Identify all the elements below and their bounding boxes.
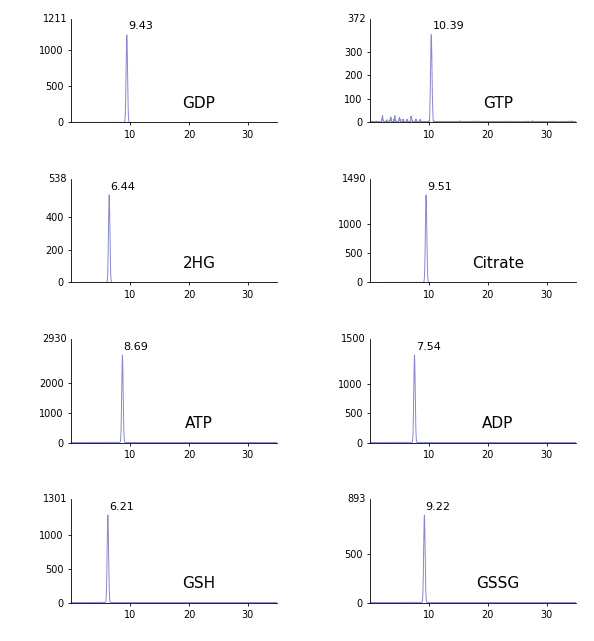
Text: 538: 538: [49, 174, 67, 184]
Text: 8.69: 8.69: [124, 342, 148, 351]
Text: 2HG: 2HG: [182, 256, 216, 271]
Text: 9.43: 9.43: [128, 22, 153, 31]
Text: GDP: GDP: [182, 96, 216, 112]
Text: 1211: 1211: [43, 14, 67, 24]
Text: 1490: 1490: [342, 174, 366, 184]
Text: ATP: ATP: [185, 417, 213, 431]
Text: GTP: GTP: [483, 96, 513, 112]
Text: 6.44: 6.44: [110, 181, 135, 192]
Text: 6.21: 6.21: [109, 501, 134, 512]
Text: Citrate: Citrate: [472, 256, 524, 271]
Text: 1301: 1301: [43, 494, 67, 504]
Text: 9.22: 9.22: [425, 501, 451, 512]
Text: 7.54: 7.54: [416, 342, 441, 351]
Text: 893: 893: [347, 494, 366, 504]
Text: 1500: 1500: [342, 334, 366, 344]
Text: ADP: ADP: [482, 417, 514, 431]
Text: GSH: GSH: [182, 576, 216, 592]
Text: 2930: 2930: [43, 334, 67, 344]
Text: GSSG: GSSG: [476, 576, 520, 592]
Text: 10.39: 10.39: [432, 22, 464, 31]
Text: 372: 372: [347, 14, 366, 24]
Text: 9.51: 9.51: [427, 181, 452, 192]
